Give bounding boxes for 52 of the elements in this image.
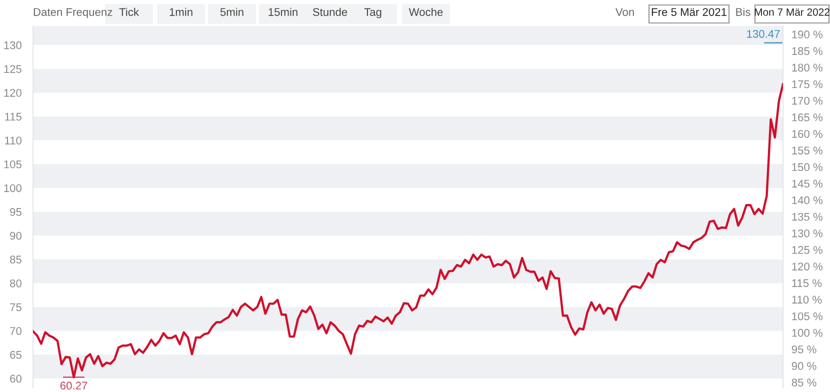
text: 5min <box>220 8 244 16</box>
y2-tick-label: 185 % <box>792 47 822 55</box>
y-tick-label: 85 <box>10 256 22 264</box>
text: Von <box>615 8 634 16</box>
y-tick-label: 100 <box>4 184 22 192</box>
y2-tick-label: 145 % <box>792 180 822 188</box>
y-tick-label: 125 <box>4 65 22 73</box>
y2-tick-label: 160 % <box>792 130 822 138</box>
y2-tick-label: 155 % <box>792 146 822 154</box>
y-tick-label: 90 <box>10 232 22 240</box>
y-tick-label: 120 <box>4 88 22 97</box>
y2-tick-label: 140 % <box>792 196 822 204</box>
y2-tick-label: 180 % <box>792 64 822 72</box>
text: Woche <box>408 8 443 16</box>
annotation: 60.27 <box>60 382 88 390</box>
line-series <box>33 82 784 378</box>
y2-tick-label: 130 % <box>792 229 822 238</box>
y2-tick-label: 110 % <box>792 296 822 304</box>
y2-tick-label: 175 % <box>792 80 822 88</box>
y2-tick-label: 165 % <box>792 113 822 122</box>
y-tick-label: 65 <box>10 350 22 359</box>
y-tick-label: 95 <box>10 208 22 216</box>
y2-tick-label: 115 % <box>792 279 822 288</box>
text: Mon 7 Mär 2022 <box>754 8 830 16</box>
y2-tick-label: 120 % <box>792 262 822 270</box>
text: 15min <box>268 8 298 16</box>
y-tick-label: 105 <box>4 160 22 168</box>
y2-tick-label: 150 % <box>792 163 822 172</box>
text: Daten Frequenz <box>34 8 112 18</box>
y2-tick-label: 90 % <box>792 362 816 370</box>
text: Stunde <box>312 8 348 16</box>
y2-tick-label: 170 % <box>792 96 822 105</box>
y2-tick-label: 125 % <box>792 246 822 254</box>
y2-tick-label: 190 % <box>792 30 822 38</box>
y-tick-label: 70 <box>10 327 22 335</box>
y2-tick-label: 85 % <box>792 378 816 386</box>
text: Tick <box>119 8 139 16</box>
text: Bis <box>736 8 750 16</box>
text: 1min <box>170 8 192 16</box>
y-tick-label: 80 <box>10 279 22 288</box>
text: Fre 5 Mär 2021 <box>652 8 726 16</box>
y-tick-label: 110 <box>5 136 22 144</box>
text: Tag <box>364 8 382 18</box>
y2-tick-label: 135 % <box>792 212 822 221</box>
y2-tick-label: 105 % <box>792 312 822 320</box>
annotation: 130.47 <box>747 30 780 38</box>
y2-tick-label: 100 % <box>792 328 822 337</box>
y2-tick-label: 95 % <box>792 345 816 354</box>
y-tick-label: 60 <box>10 374 22 383</box>
y-tick-label: 75 <box>10 303 22 312</box>
y-tick-label: 115 <box>5 112 22 121</box>
y-tick-label: 130 <box>4 41 22 50</box>
